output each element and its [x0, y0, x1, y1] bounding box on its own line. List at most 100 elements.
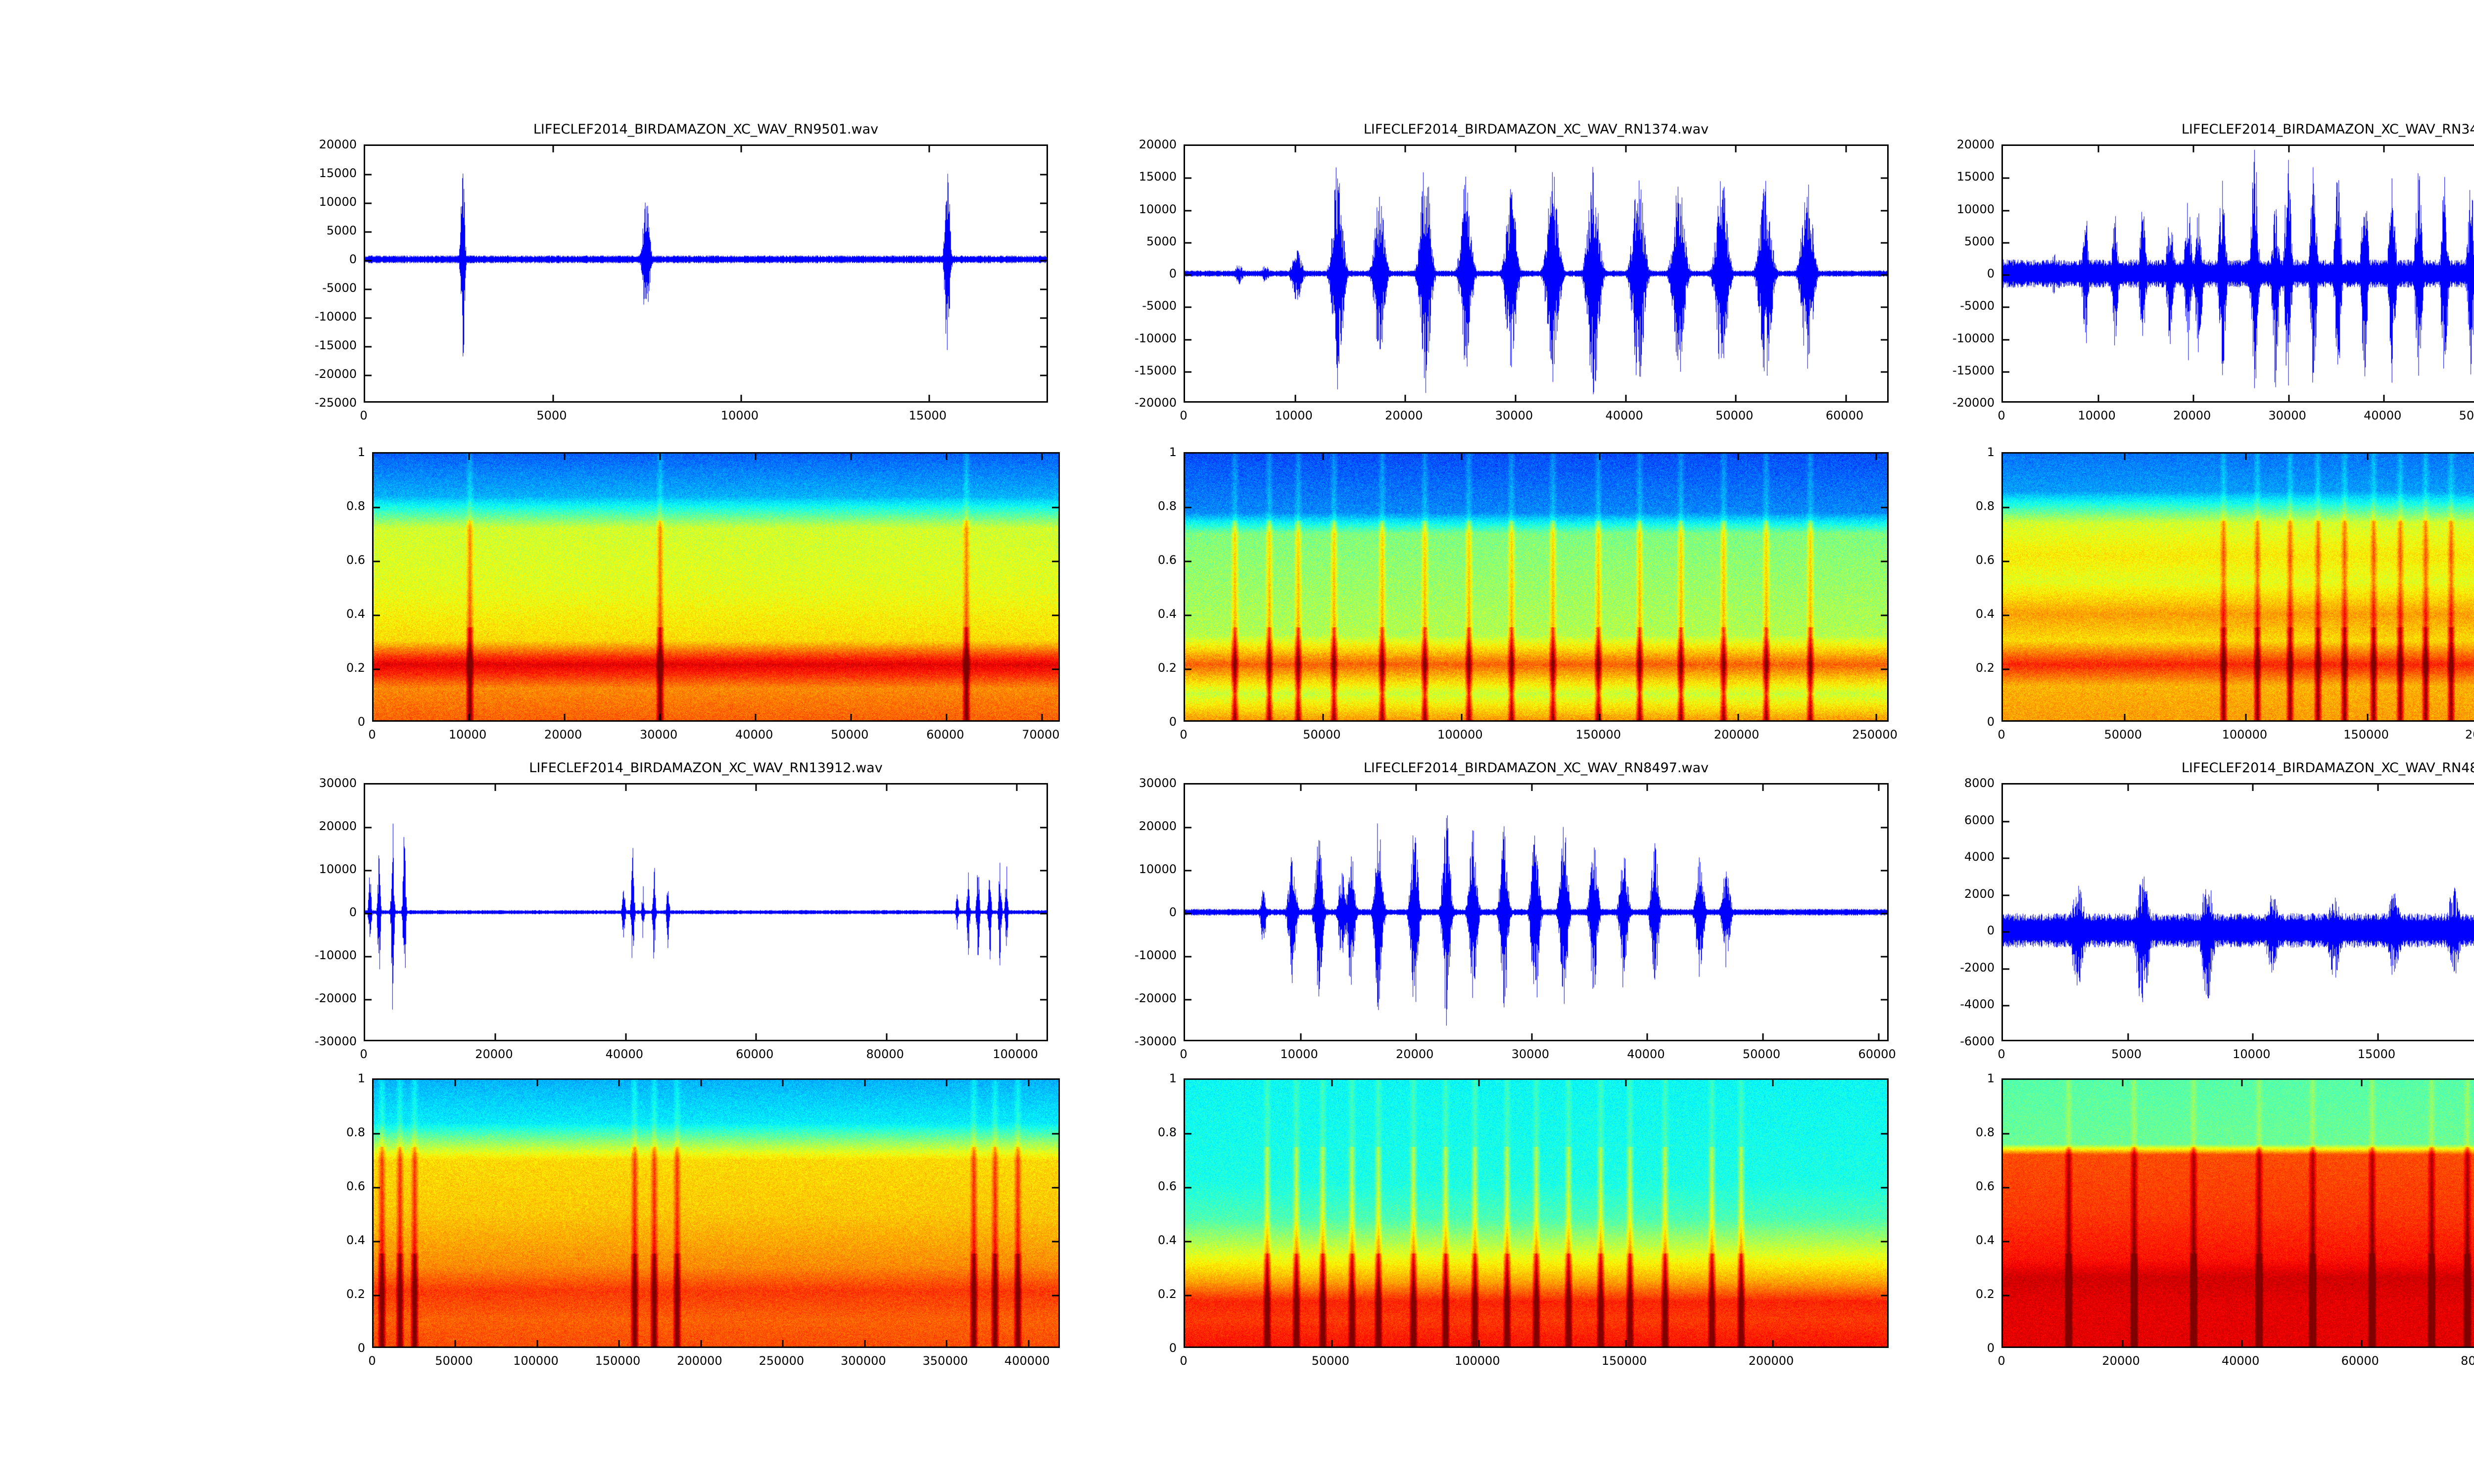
- y-axis-tick-label: -15000: [1952, 363, 1995, 377]
- y-axis-tick-mark: [1185, 210, 1191, 211]
- y-axis-tick-mark: [2003, 306, 2009, 308]
- y-axis-tick-mark: [1881, 1133, 1887, 1135]
- plot-axes: [364, 144, 1048, 403]
- x-axis-tick-mark: [700, 1080, 702, 1086]
- y-axis-tick-mark: [2003, 339, 2009, 340]
- x-axis-tick-mark: [1735, 395, 1737, 401]
- y-axis-tick-mark: [1185, 956, 1191, 958]
- y-axis-tick-mark: [1040, 288, 1047, 290]
- y-axis-tick-mark: [1040, 231, 1047, 233]
- x-axis-tick-label: 80000: [2461, 1354, 2474, 1368]
- spectrogram-image: [374, 454, 1058, 720]
- x-axis-tick-label: 0: [1998, 728, 2005, 742]
- spectrogram-image: [374, 1080, 1058, 1346]
- y-axis-tick-label: 0: [1987, 924, 1995, 938]
- y-axis-tick-label: 0: [1169, 1341, 1177, 1355]
- y-axis-tick-label: 0.2: [346, 661, 365, 675]
- x-axis-tick-mark: [1041, 714, 1043, 720]
- y-axis-tick-mark: [365, 202, 372, 204]
- y-axis-tick-mark: [1185, 614, 1191, 616]
- x-axis-tick-mark: [2122, 1080, 2124, 1086]
- y-axis-tick-mark: [2003, 931, 2009, 933]
- y-axis-tick-label: 1: [357, 1071, 365, 1085]
- y-axis-tick-mark: [1185, 668, 1191, 670]
- y-axis-tick-label: 2000: [1964, 886, 1995, 901]
- y-axis-tick-label: 0.8: [346, 499, 365, 513]
- x-axis-tick-mark: [1415, 785, 1417, 791]
- y-axis-tick-mark: [365, 913, 372, 915]
- x-axis-tick-mark: [755, 454, 757, 460]
- plot-axes: [1184, 1078, 1889, 1348]
- x-axis-tick-label: 0: [1998, 409, 2005, 422]
- x-axis-tick-label: 0: [368, 1354, 376, 1368]
- y-axis-tick-label: 8000: [1964, 776, 1995, 790]
- y-axis-tick-label: 10000: [1139, 862, 1177, 876]
- y-axis-tick-mark: [1040, 174, 1047, 176]
- x-axis-tick-mark: [1625, 1080, 1627, 1086]
- y-axis-tick-mark: [1185, 1295, 1191, 1297]
- y-axis-tick-label: 1: [1987, 445, 1995, 459]
- plot-axes: [2001, 144, 2474, 403]
- x-axis-tick-label: 400000: [1004, 1354, 1050, 1368]
- x-axis-tick-mark: [2122, 1340, 2124, 1346]
- y-axis-tick-label: 0: [349, 252, 357, 266]
- x-axis-tick-mark: [1845, 146, 1847, 152]
- y-axis-tick-label: 30000: [319, 776, 357, 790]
- y-axis-tick-label: 0.4: [1975, 607, 1995, 621]
- x-axis-tick-mark: [1878, 1033, 1880, 1040]
- x-axis-tick-mark: [2361, 1340, 2363, 1346]
- y-axis-tick-mark: [1040, 870, 1047, 872]
- x-axis-tick-label: 150000: [1601, 1354, 1647, 1368]
- y-axis-tick-label: 6000: [1964, 813, 1995, 827]
- x-axis-tick-label: 200000: [677, 1354, 722, 1368]
- x-axis-tick-mark: [782, 1340, 784, 1346]
- x-axis-tick-label: 50000: [2459, 409, 2474, 422]
- y-axis-tick-label: 30000: [1139, 776, 1177, 790]
- y-axis-tick-mark: [1185, 242, 1191, 244]
- y-axis-tick-label: 20000: [1956, 138, 1995, 151]
- y-axis-tick-mark: [2003, 821, 2009, 823]
- plot-axes: [2001, 783, 2474, 1041]
- spectrogram-panel: 00.20.40.60.8102000040000600008000010000…: [1976, 1071, 2474, 1368]
- y-axis-tick-mark: [1040, 956, 1047, 958]
- x-axis-tick-label: 0: [368, 728, 376, 742]
- x-axis-tick-mark: [740, 395, 742, 401]
- x-axis-tick-label: 100000: [2222, 728, 2268, 742]
- plot-title: LIFECLEF2014_BIRDAMAZON_XC_WAV_RN8497.wa…: [1363, 760, 1709, 776]
- y-axis-tick-label: -20000: [314, 367, 357, 381]
- y-axis-tick-label: 10000: [1956, 202, 1995, 216]
- y-axis-tick-mark: [1881, 177, 1887, 179]
- y-axis-tick-label: 0: [1169, 267, 1177, 280]
- waveform-trace: [2003, 785, 2474, 1040]
- x-axis-tick-mark: [886, 1033, 888, 1040]
- x-axis-tick-mark: [625, 785, 627, 791]
- x-axis-tick-label: 5000: [2111, 1047, 2142, 1061]
- waveform-panel: LIFECLEF2014_BIRDAMAZON_XC_WAV_RN4883.wa…: [1960, 760, 2474, 1061]
- x-axis-tick-label: 0: [360, 1047, 368, 1061]
- plot-axes: [2001, 452, 2474, 722]
- y-axis-tick-label: 0.4: [346, 607, 365, 621]
- x-axis-tick-mark: [1762, 785, 1764, 791]
- y-axis-tick-mark: [1881, 274, 1887, 276]
- y-axis-tick-mark: [2003, 242, 2009, 244]
- x-axis-tick-label: 150000: [1575, 728, 1621, 742]
- spectrogram-image: [1185, 454, 1887, 720]
- plot-axes: [1184, 144, 1889, 403]
- x-axis-tick-mark: [2097, 146, 2099, 152]
- y-axis-tick-label: 0.2: [346, 1287, 365, 1301]
- x-axis-tick-mark: [1016, 1033, 1018, 1040]
- y-axis-tick-label: 0.8: [1157, 499, 1177, 513]
- y-axis-tick-mark: [1185, 306, 1191, 308]
- x-axis-tick-mark: [2245, 714, 2247, 720]
- x-axis-tick-label: 60000: [1858, 1047, 1896, 1061]
- y-axis-tick-label: -5000: [1142, 299, 1177, 313]
- y-axis-tick-mark: [1052, 560, 1058, 562]
- y-axis-tick-mark: [1052, 507, 1058, 509]
- x-axis-tick-mark: [618, 1340, 620, 1346]
- y-axis-tick-label: 0.2: [1975, 661, 1995, 675]
- x-axis-tick-mark: [1625, 1340, 1627, 1346]
- y-axis-tick-mark: [365, 260, 372, 262]
- y-axis-tick-mark: [1052, 1295, 1058, 1297]
- y-axis-tick-label: 0: [1987, 1341, 1995, 1355]
- y-axis-tick-label: 20000: [319, 819, 357, 833]
